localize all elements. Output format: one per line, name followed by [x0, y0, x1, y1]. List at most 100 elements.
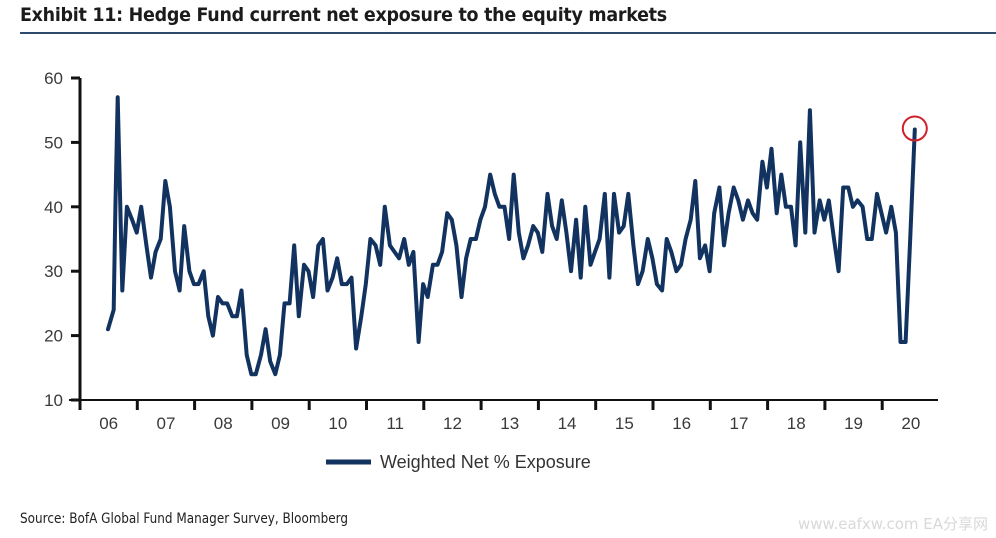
data-point — [322, 238, 324, 240]
data-point — [107, 328, 109, 330]
data-point — [418, 341, 420, 343]
x-axis: 06 07 08 09 10 11 12 13 14 15 16 17 18 19 20 — [78, 400, 920, 433]
data-point — [694, 180, 696, 182]
data-point — [852, 206, 854, 208]
data-point — [532, 225, 534, 227]
data-point — [394, 251, 395, 253]
data-point — [250, 373, 252, 375]
data-point — [312, 296, 314, 298]
data-point — [465, 257, 467, 259]
data-point — [427, 296, 429, 298]
data-point — [432, 264, 434, 266]
chart-title: Exhibit 11: Hedge Fund current net expos… — [20, 4, 667, 26]
data-point — [666, 238, 668, 240]
data-point — [126, 206, 128, 208]
data-point — [484, 206, 486, 208]
data-point — [733, 187, 735, 188]
data-point — [355, 348, 357, 349]
y-tick-label: 40 — [44, 198, 63, 217]
data-point — [441, 251, 443, 253]
data-point — [828, 199, 830, 201]
data-point — [475, 238, 477, 240]
data-point — [212, 335, 214, 337]
data-point — [613, 193, 615, 195]
data-point — [188, 270, 190, 272]
data-point — [504, 206, 505, 208]
x-tick-label: 20 — [901, 414, 920, 433]
data-point — [207, 315, 209, 317]
data-point — [289, 302, 291, 304]
data-point — [341, 283, 343, 285]
y-tick-label: 20 — [44, 327, 63, 346]
data-point — [838, 270, 840, 272]
data-point — [217, 296, 219, 298]
data-point — [117, 96, 119, 98]
data-point — [375, 244, 377, 246]
data-point — [914, 129, 916, 130]
data-point — [900, 341, 901, 343]
data-point — [336, 257, 338, 259]
data-point — [522, 257, 524, 259]
data-point — [174, 270, 176, 272]
data-point — [627, 193, 629, 195]
data-point — [351, 277, 352, 279]
data-point — [847, 187, 849, 188]
data-point — [584, 206, 586, 208]
data-point — [742, 219, 744, 221]
data-point — [670, 251, 672, 253]
data-point — [661, 290, 663, 291]
data-point — [308, 270, 309, 272]
data-point — [690, 219, 692, 221]
data-point — [346, 283, 348, 285]
data-point — [327, 290, 328, 291]
x-tick-label: 14 — [558, 414, 577, 433]
y-tick-label: 10 — [44, 391, 63, 410]
data-point — [776, 212, 778, 214]
data-point — [140, 206, 142, 208]
data-point — [398, 257, 400, 259]
data-point — [580, 277, 582, 279]
data-point — [857, 199, 858, 201]
data-point — [293, 244, 295, 246]
data-point — [804, 232, 806, 234]
data-point — [179, 290, 181, 291]
data-point — [541, 251, 543, 253]
data-point — [494, 193, 496, 195]
y-tick-label: 60 — [44, 69, 63, 88]
data-point — [303, 264, 305, 266]
data-point — [455, 244, 457, 246]
data-point — [885, 232, 887, 234]
data-point — [269, 360, 271, 362]
data-point — [284, 302, 285, 304]
data-point — [651, 257, 653, 259]
data-point — [379, 264, 381, 266]
data-point — [632, 244, 634, 246]
data-point — [699, 257, 701, 259]
x-tick-label: 16 — [672, 414, 691, 433]
data-point — [675, 270, 677, 272]
data-point — [771, 148, 772, 150]
data-point — [623, 225, 625, 227]
data-point — [513, 174, 515, 176]
data-point — [871, 238, 873, 240]
data-point — [518, 232, 520, 234]
data-point — [226, 302, 228, 304]
data-point — [785, 206, 787, 208]
data-point — [814, 232, 815, 234]
data-point — [556, 238, 558, 240]
data-point — [121, 290, 123, 291]
data-point — [718, 187, 720, 188]
data-point — [114, 206, 116, 208]
data-point — [236, 315, 238, 317]
data-point — [255, 373, 257, 375]
data-point — [756, 219, 758, 221]
data-point — [461, 296, 462, 298]
data-point — [365, 283, 367, 285]
data-point — [164, 180, 166, 182]
data-point — [437, 264, 438, 266]
source-note: Source: BofA Global Fund Manager Survey,… — [20, 511, 349, 527]
watermark: www.eafxw.com EA分享网 — [798, 515, 988, 533]
line-chart: 10 20 30 40 50 60 06 07 08 09 10 11 12 13 14 15 16 17 18 1… — [44, 69, 938, 472]
data-point — [728, 212, 730, 214]
data-point — [823, 219, 825, 221]
